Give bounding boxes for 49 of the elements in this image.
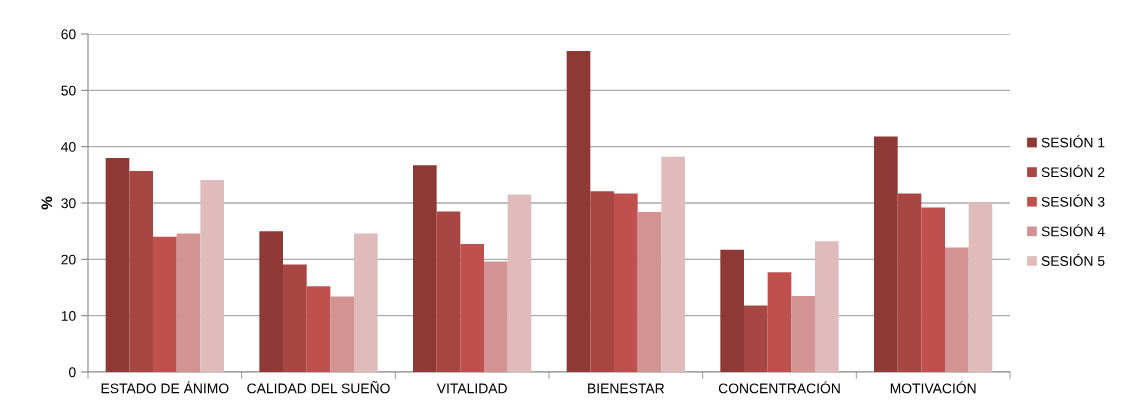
y-tick-label: 0 — [69, 367, 76, 378]
bar — [330, 296, 354, 372]
bar — [460, 244, 484, 372]
bar — [413, 165, 437, 372]
bar — [590, 191, 614, 372]
bar — [791, 295, 815, 372]
bar — [566, 50, 591, 372]
bar — [637, 212, 662, 372]
bar — [968, 203, 993, 372]
y-tick-label: 20 — [61, 254, 76, 265]
legend-label: SESIÓN 5 — [1041, 253, 1105, 266]
bar — [720, 249, 744, 372]
bar — [153, 236, 177, 372]
bar — [105, 157, 130, 372]
bar — [815, 241, 839, 372]
x-tick-label: CONCENTRACIÓN — [718, 381, 840, 394]
bar — [283, 264, 307, 372]
bar — [507, 194, 532, 372]
legend-label: SESIÓN 2 — [1041, 164, 1105, 178]
x-tick-label: BIENESTAR — [588, 383, 665, 394]
y-tick-label: 30 — [61, 198, 76, 209]
y-tick-label: 40 — [61, 142, 76, 152]
legend-label: SESIÓN 3 — [1041, 194, 1105, 207]
bar — [921, 207, 945, 372]
y-tick-label: 60 — [61, 29, 76, 40]
y-tick-label: 10 — [61, 311, 76, 321]
bar — [661, 156, 685, 372]
x-tick-label: MOTIVACIÓN — [890, 381, 976, 394]
bar — [484, 261, 508, 372]
x-tick-label: VITALIDAD — [436, 383, 507, 394]
x-tick-label: ESTADO DE ÁNIMO — [101, 381, 229, 394]
bar — [614, 193, 638, 372]
bar — [945, 247, 969, 372]
legend-label: SESIÓN 1 — [1041, 135, 1105, 148]
bar — [744, 305, 768, 372]
bar — [306, 286, 331, 372]
legend-label: SESIÓN 4 — [1041, 224, 1105, 237]
y-tick-label: 50 — [61, 85, 76, 96]
bar — [897, 193, 922, 372]
bar — [200, 179, 224, 372]
bar — [129, 170, 153, 372]
bar — [354, 233, 378, 372]
bar — [874, 136, 898, 372]
x-tick-label: CALIDAD DEL SUEÑO — [247, 380, 390, 394]
y-axis-title: % — [41, 196, 53, 210]
bar — [176, 233, 201, 372]
bar — [436, 211, 461, 372]
bar — [259, 231, 283, 372]
bar — [767, 272, 792, 372]
